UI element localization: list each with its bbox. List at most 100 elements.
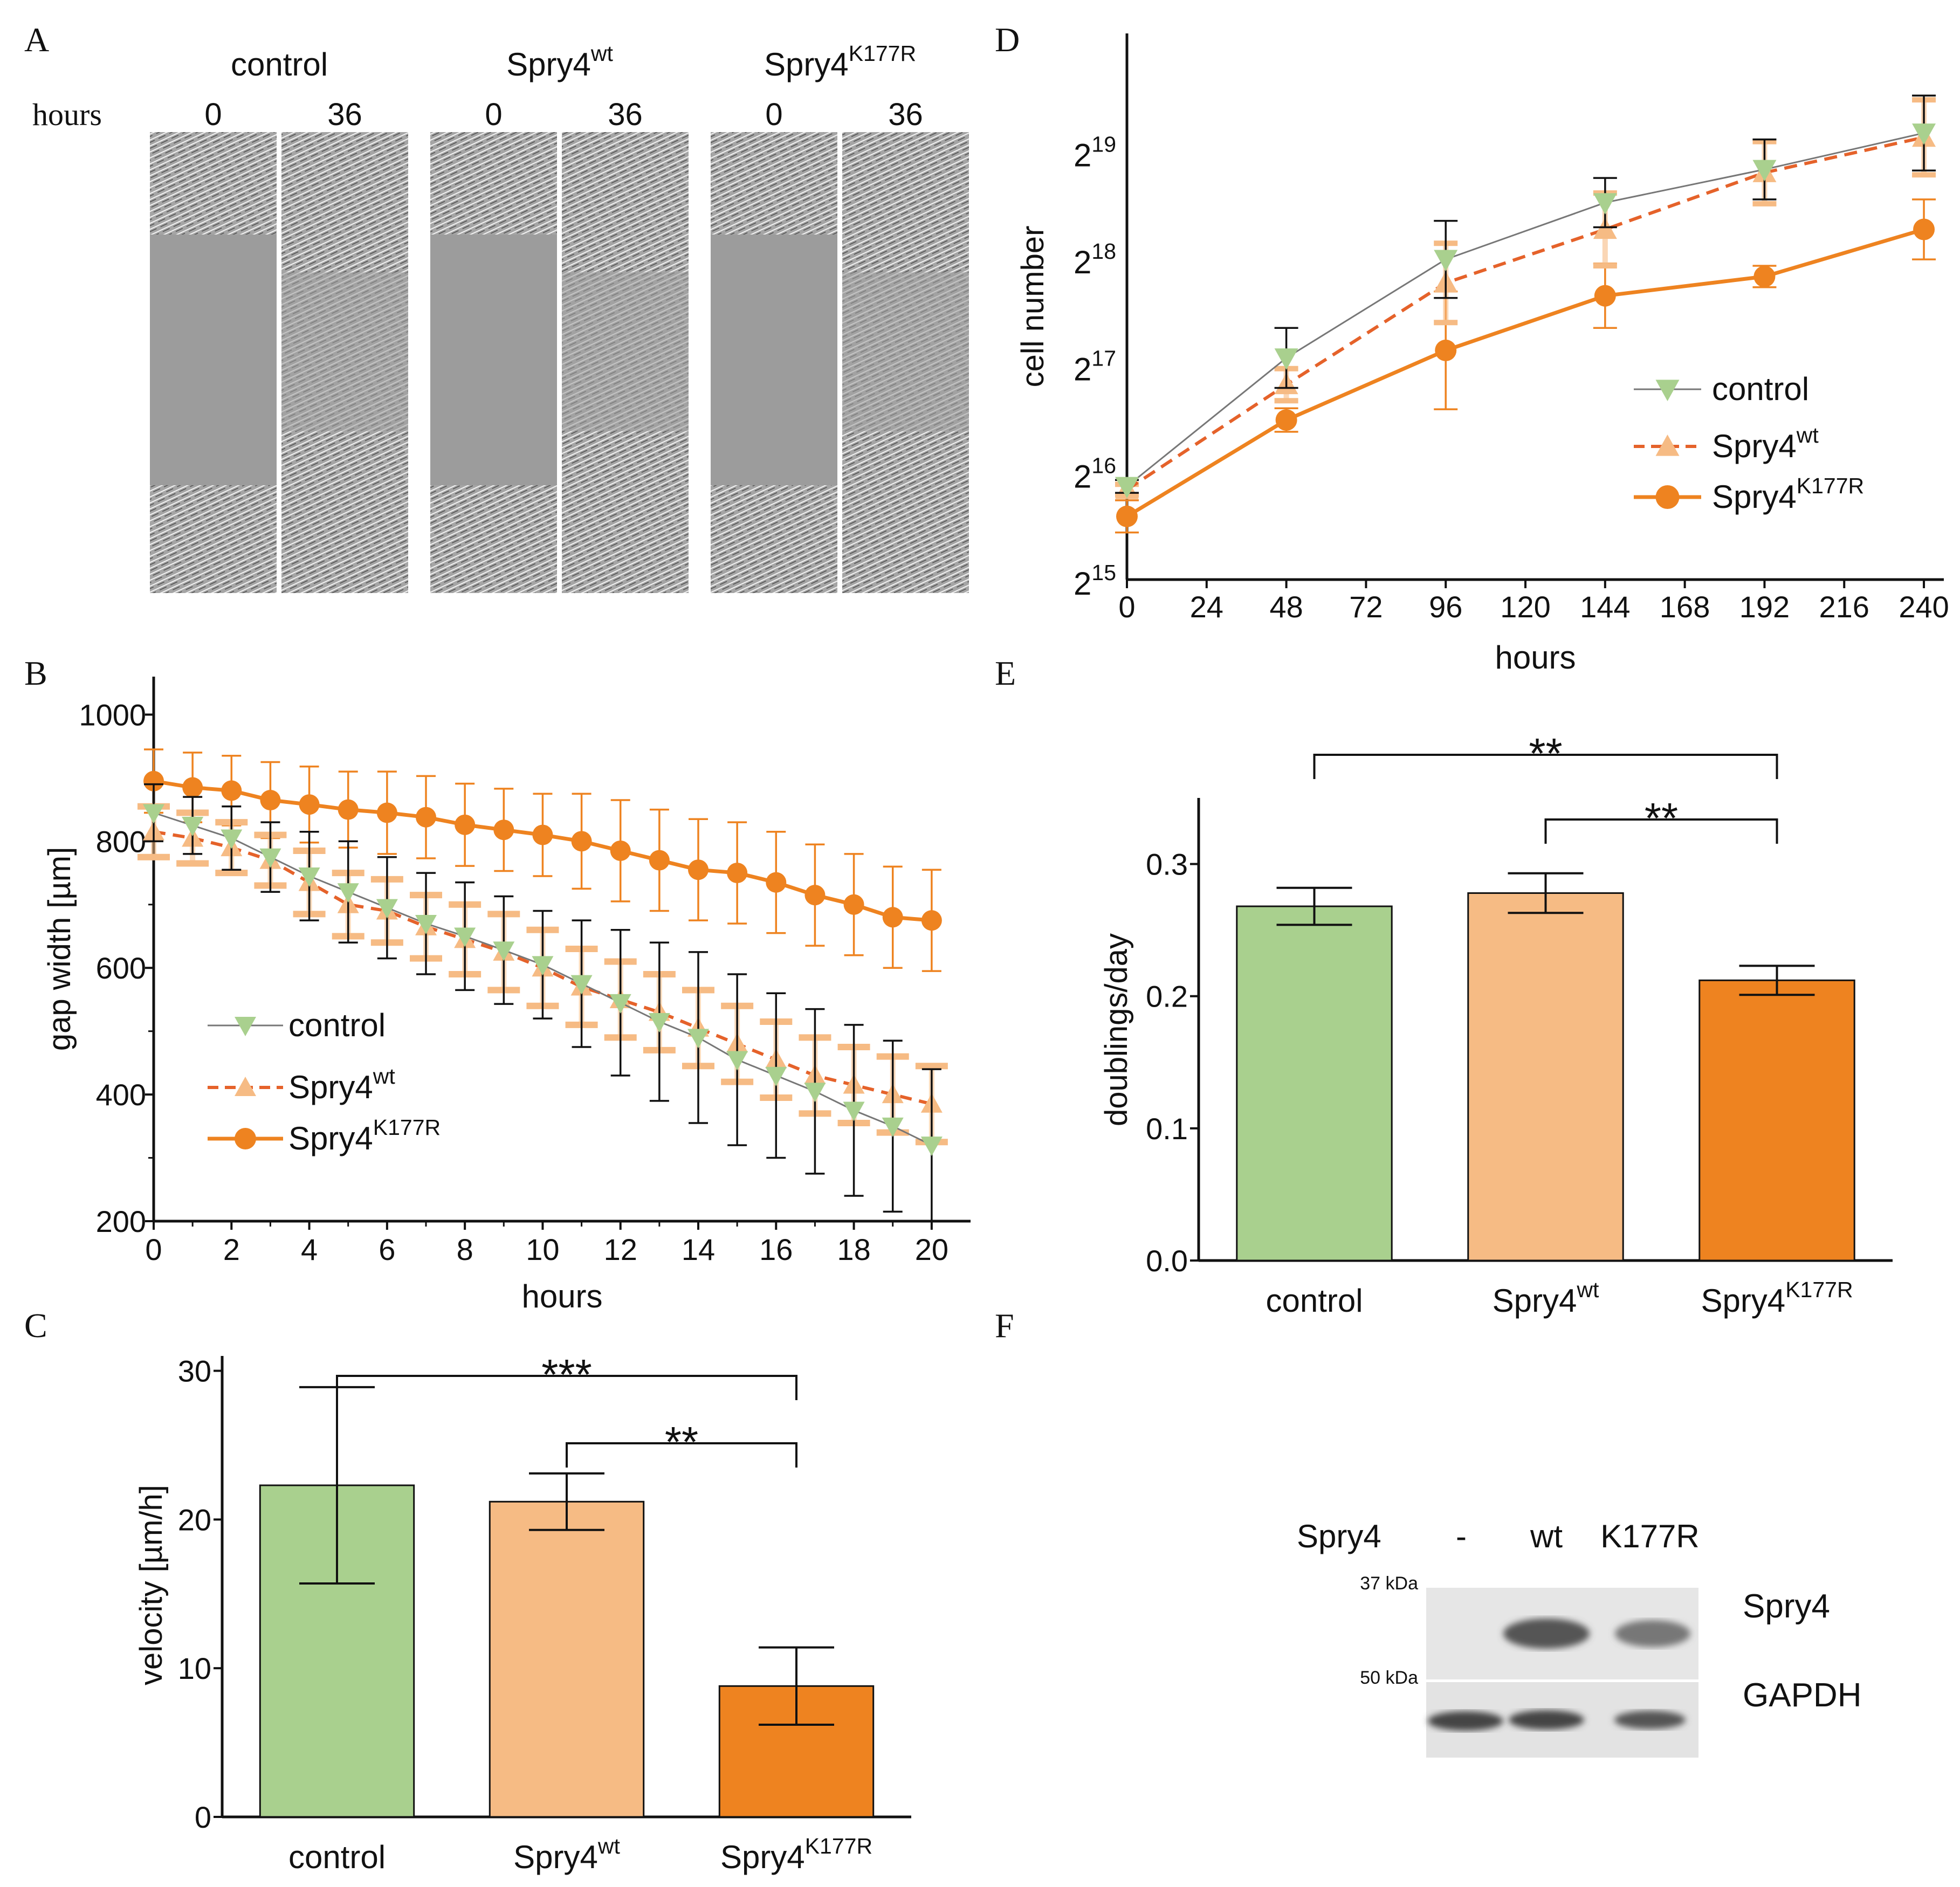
y-tick-label: 10 xyxy=(178,1651,211,1685)
data-point xyxy=(1434,250,1458,272)
x-axis-title: hours xyxy=(521,1278,602,1314)
data-point xyxy=(337,883,359,903)
cell-front-bottom xyxy=(711,485,837,593)
panel-c-velocity-chart: 0 10 20 30 control Spry4wt Spry4K177R velocity … xyxy=(134,1351,911,1875)
data-point xyxy=(687,1029,709,1049)
significance-stars: ** xyxy=(1645,794,1678,842)
x-tick-label: 192 xyxy=(1739,590,1790,624)
data-point xyxy=(570,975,593,995)
data-point xyxy=(532,956,554,976)
series-line xyxy=(1126,132,1924,487)
band-gapdh-2 xyxy=(1509,1710,1584,1730)
y-tick-label: 0.2 xyxy=(1146,980,1188,1014)
data-point xyxy=(299,794,320,815)
data-point xyxy=(338,799,359,820)
data-point xyxy=(882,1117,904,1137)
data-point xyxy=(260,790,281,811)
legend-label: Spry4wt xyxy=(1712,423,1819,464)
microscopy-group-title: Spry4K177R xyxy=(764,41,916,82)
panel-f-western-blot: Spry4 - wt K177R 37 kDa 50 kDa Spry4 GAPDH xyxy=(1297,1518,1861,1758)
panel-label-b: B xyxy=(24,654,47,692)
blot-lane-label: wt xyxy=(1530,1518,1563,1554)
data-point xyxy=(376,899,398,919)
legend-label: Spry4wt xyxy=(288,1064,395,1105)
x-tick-label: 48 xyxy=(1269,590,1303,624)
y-tick-label: 30 xyxy=(178,1354,211,1388)
x-tick-label: 72 xyxy=(1349,590,1383,624)
x-tick-label: 10 xyxy=(526,1232,559,1266)
x-tick-label: 0 xyxy=(1118,590,1135,624)
panel-label-c: C xyxy=(24,1306,47,1345)
data-point xyxy=(727,863,748,884)
microscopy-time-label: 0 xyxy=(485,97,502,132)
data-point xyxy=(182,816,204,836)
wound-gap xyxy=(711,235,837,485)
y-tick-label: 216 xyxy=(1074,453,1116,494)
legend-d: control Spry4wt Spry4K177R xyxy=(1634,371,1864,515)
cell-front-top xyxy=(430,132,557,235)
microscopy-time-label: 36 xyxy=(608,97,643,132)
panel-label-e: E xyxy=(995,654,1016,692)
x-category-label: Spry4K177R xyxy=(1701,1277,1853,1319)
cell-front-bottom xyxy=(430,485,557,593)
series-control xyxy=(143,783,943,1222)
x-tick-label: 16 xyxy=(759,1232,793,1266)
band-spry4-k177r xyxy=(1615,1620,1690,1647)
band-gapdh-1 xyxy=(1428,1711,1503,1731)
y-tick-label: 0.0 xyxy=(1146,1244,1188,1278)
significance-bracket xyxy=(1544,818,1778,844)
series-control xyxy=(1115,94,1936,499)
wound-gap xyxy=(150,235,277,485)
data-point xyxy=(415,915,437,935)
y-tick-label: 0.1 xyxy=(1146,1112,1188,1146)
x-tick-label: 144 xyxy=(1580,590,1630,624)
data-point xyxy=(726,1051,748,1071)
y-axis-title: gap width [µm] xyxy=(42,847,77,1051)
data-point xyxy=(376,802,397,823)
bar-Spry4wt xyxy=(489,1500,645,1818)
data-point xyxy=(882,907,903,928)
x-category-label: control xyxy=(1266,1283,1363,1319)
marker-37kda: 37 kDa xyxy=(1360,1573,1418,1594)
y-tick-label: 600 xyxy=(96,951,146,985)
data-point xyxy=(921,910,942,931)
panel-label-d: D xyxy=(995,20,1020,59)
data-point xyxy=(1594,285,1616,307)
data-point xyxy=(688,859,709,880)
data-point xyxy=(1115,477,1139,499)
microscopy-time-label: 36 xyxy=(888,97,923,132)
series-Spry4K177R xyxy=(1115,198,1936,534)
marker-50kda: 50 kDa xyxy=(1360,1668,1418,1688)
y-tick-label: 200 xyxy=(96,1204,146,1238)
cell-front-top xyxy=(711,132,837,235)
series-line xyxy=(1126,135,1924,491)
data-point xyxy=(920,1137,943,1156)
y-tick-label: 218 xyxy=(1074,239,1116,280)
x-category-label: Spry4wt xyxy=(1493,1277,1599,1319)
data-point xyxy=(648,1013,670,1033)
data-point xyxy=(1435,339,1457,361)
data-point xyxy=(766,872,787,893)
x-tick-label: 8 xyxy=(457,1232,473,1266)
x-tick-label: 240 xyxy=(1899,590,1949,624)
data-point xyxy=(843,1101,865,1121)
data-point xyxy=(765,1066,787,1086)
closing-gap xyxy=(281,272,408,431)
bar-control xyxy=(1236,905,1393,1262)
band-spry4-wt xyxy=(1503,1619,1590,1649)
x-tick-label: 20 xyxy=(915,1232,948,1266)
data-point xyxy=(182,777,203,798)
y-tick-label: 219 xyxy=(1074,132,1116,173)
data-point xyxy=(455,814,476,835)
data-point xyxy=(221,829,243,849)
x-tick-label: 96 xyxy=(1429,590,1462,624)
cell-front-bottom xyxy=(150,485,277,593)
data-point xyxy=(843,894,864,915)
y-tick-label: 1000 xyxy=(79,698,146,732)
data-point xyxy=(493,819,514,841)
x-tick-label: 6 xyxy=(379,1232,395,1266)
data-point xyxy=(1752,160,1777,182)
blot-lane-label: - xyxy=(1456,1518,1467,1554)
